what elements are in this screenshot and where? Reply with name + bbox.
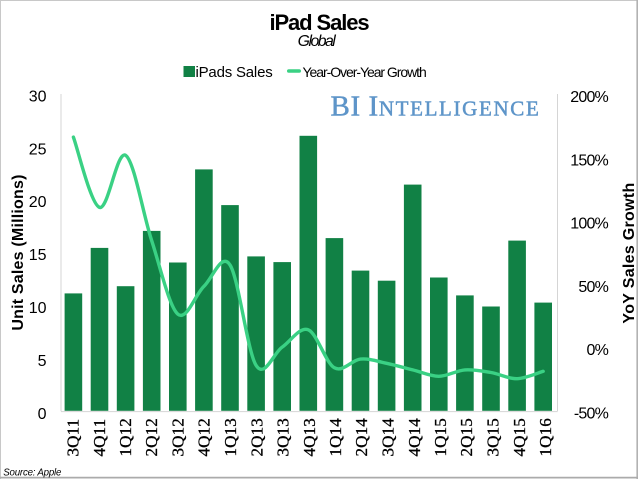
svg-text:3Q13: 3Q13 [274,418,293,456]
svg-text:0%: 0% [586,342,608,359]
svg-text:4Q12: 4Q12 [195,418,214,456]
svg-text:2Q14: 2Q14 [352,418,371,457]
svg-text:Global: Global [298,33,337,50]
svg-text:YoY Sales Growth: YoY Sales Growth [621,182,638,323]
svg-text:iPads Sales: iPads Sales [196,64,273,81]
svg-text:3Q15: 3Q15 [484,418,503,456]
svg-text:3Q11: 3Q11 [64,419,83,457]
svg-text:3Q14: 3Q14 [379,418,398,457]
svg-text:Year-Over-Year Growth: Year-Over-Year Growth [303,64,426,80]
svg-text:BI INTELLIGENCE: BI INTELLIGENCE [331,91,541,123]
svg-text:4Q15: 4Q15 [510,418,529,456]
svg-text:iPad Sales: iPad Sales [269,10,369,35]
svg-text:1Q14: 1Q14 [326,418,345,457]
svg-text:5: 5 [38,353,47,370]
svg-text:15: 15 [29,247,47,264]
svg-text:1Q13: 1Q13 [221,418,240,456]
svg-text:25: 25 [29,141,47,158]
svg-text:2Q15: 2Q15 [457,418,476,456]
svg-text:1Q12: 1Q12 [116,418,135,456]
svg-text:150%: 150% [570,152,608,169]
svg-text:10: 10 [29,300,47,317]
svg-text:2Q13: 2Q13 [247,418,266,456]
svg-text:100%: 100% [570,216,608,233]
svg-text:1Q15: 1Q15 [431,418,450,456]
svg-text:3Q12: 3Q12 [169,418,188,456]
svg-text:20: 20 [29,194,47,211]
svg-text:0: 0 [38,406,47,423]
svg-text:4Q14: 4Q14 [405,418,424,457]
svg-text:4Q11: 4Q11 [90,419,109,457]
svg-text:Source: Apple: Source: Apple [3,467,62,478]
svg-text:-50%: -50% [574,406,609,423]
svg-text:4Q13: 4Q13 [300,418,319,456]
svg-text:2Q12: 2Q12 [142,418,161,456]
svg-text:50%: 50% [578,279,608,296]
svg-text:200%: 200% [570,89,608,106]
svg-text:1Q16: 1Q16 [536,418,555,456]
svg-text:Unit Sales (Millions): Unit Sales (Millions) [10,174,27,330]
svg-text:30: 30 [29,88,47,105]
